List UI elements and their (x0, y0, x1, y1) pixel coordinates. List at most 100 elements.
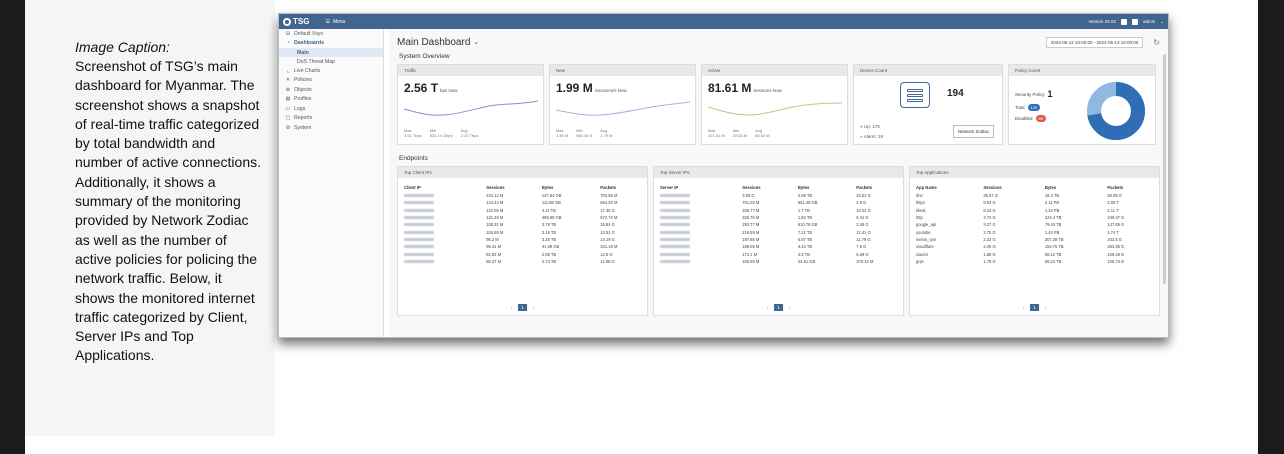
sidebar-item-system[interactable]: ⚙ System (279, 123, 383, 133)
column-header: Client IP (404, 184, 421, 190)
device-alarm-label: Alarm: 19 (863, 134, 883, 139)
table-row[interactable]: xiaomi 1.86 G 69.12 TB 109.48 G (910, 250, 1159, 257)
column-header: Bytes (797, 184, 810, 190)
theme-icon[interactable] (1120, 18, 1127, 25)
sidebar-item-live-charts[interactable]: ⌞ Live Charts (279, 66, 383, 76)
policy-donut-chart (1087, 82, 1145, 140)
table-cell: 96.2 M (486, 236, 499, 242)
current-page[interactable]: 1 (774, 304, 783, 311)
table-row[interactable]: 91.83 M 2.88 TB 12.8 G (398, 250, 647, 257)
table-row[interactable]: 234.12 M 137.84 GB 702.59 M (398, 192, 647, 199)
security-policy-value: 1 (1047, 89, 1053, 99)
prev-page-icon[interactable]: ‹ (510, 304, 513, 311)
table-row[interactable]: https 9.53 G 2.11 PB 2.06 T (910, 199, 1159, 206)
menu-button[interactable]: ☰ Menu (325, 19, 345, 25)
next-page-icon[interactable]: › (1044, 304, 1047, 311)
refresh-icon[interactable]: ↻ (1153, 37, 1160, 47)
stat-label: Max (708, 128, 716, 133)
table-row[interactable]: 172.1 M 3.8 TB 6.69 G (654, 250, 903, 257)
table-row[interactable]: 159.55 M 24.51 GB 370.32 M (654, 258, 903, 265)
version-label: Version 24.02 (1088, 19, 1116, 24)
table-row[interactable]: google_api 3.27 G 79.43 TB 147.85 G (910, 221, 1159, 228)
card-header: Top Server IPs (654, 167, 903, 178)
page-title: Main Dashboard (397, 36, 471, 48)
table-cell: 16.3 TB (1044, 193, 1060, 199)
table-row[interactable]: 96.2 M 3.25 TB 14.19 G (398, 236, 647, 243)
prev-page-icon[interactable]: ‹ (766, 304, 769, 311)
table-row[interactable]: 197.85 M 6.87 TB 11.79 G (654, 236, 903, 243)
column-header: Sessions (983, 184, 1002, 190)
table-cell: 4.11 TB (541, 207, 556, 213)
sidebar-item-logs[interactable]: ▭ Logs (279, 104, 383, 114)
table-row[interactable]: 85.37 M 2.74 TB 11.95 G (398, 258, 647, 265)
table-cell: 343.5 G (1107, 236, 1122, 242)
table-row[interactable]: dns 35.57 G 16.3 TB 80.09 G (910, 192, 1159, 199)
table-row[interactable]: 3.93 G 2.99 TB 23.52 G (654, 192, 903, 199)
column-header: Sessions (742, 184, 761, 190)
table-row[interactable]: tiktok 8.24 G 1.34 PB 2.11 T (910, 207, 1159, 214)
table-row[interactable]: http 3.73 G 224.4 TB 249.37 G (910, 214, 1159, 221)
dashboard-screenshot: TSG ☰ Menu Version 24.02 admin ⌄ ⛁ Default… (278, 13, 1169, 338)
table-row[interactable]: 325.76 M 1.82 TB 6.41 G (654, 214, 903, 221)
sidebar-item-default-vsys[interactable]: ⛁ Default Vsys (279, 29, 383, 39)
prev-page-icon[interactable]: ‹ (1022, 304, 1025, 311)
table-cell: 551.49 GB (797, 200, 818, 206)
next-page-icon[interactable]: › (788, 304, 791, 311)
table-row[interactable]: 216.59 M 7.21 TB 12.41 G (654, 228, 903, 235)
active-number: 81.61 M (708, 81, 752, 95)
redacted-ip (660, 208, 690, 212)
notification-icon[interactable] (1131, 18, 1138, 25)
next-page-icon[interactable]: › (532, 304, 535, 311)
sidebar-subitem-dos-threat-map[interactable]: DoS Threat Map (297, 58, 335, 65)
active-unit: Sessions Now (753, 88, 782, 93)
table-cell (654, 199, 736, 206)
top-bar: TSG ☰ Menu Version 24.02 admin ⌄ (279, 14, 1168, 29)
table-row[interactable]: 701.02 M 551.49 GB 2.9 G (654, 199, 903, 206)
table-row[interactable]: 121.48 M 489.85 GB 672.73 M (398, 214, 647, 221)
scrollbar[interactable] (1163, 54, 1166, 284)
table-row[interactable]: 105.31 M 3.78 TB 15.84 G (398, 221, 647, 228)
table-row[interactable]: 329.77 M 1.7 TB 10.04 G (654, 207, 903, 214)
table-cell: 147.85 G (1107, 222, 1125, 228)
table-cell: 1.82 TB (797, 215, 813, 221)
sidebar-item-reports[interactable]: ▢ Reports (279, 114, 383, 124)
current-page[interactable]: 1 (518, 304, 527, 311)
current-page[interactable]: 1 (1030, 304, 1039, 311)
table-row[interactable]: 293.77 M 610.78 GB 2.49 G (654, 221, 903, 228)
main-content: Main Dashboard ⌄ 2024-05-12 10:00:00 - 2… (389, 29, 1168, 337)
chevron-down-icon[interactable]: ⌄ (473, 39, 480, 46)
sidebar-item-dashboards[interactable]: ◔ Dashboards (279, 39, 383, 49)
user-menu[interactable]: admin (1142, 19, 1156, 24)
table-row[interactable]: 95.41 M 41.69 GB 331.19 M (398, 243, 647, 250)
table-row[interactable]: cloudflare 2.29 G 154.75 TB 283.35 G (910, 243, 1159, 250)
date-range-picker[interactable]: 2024-05-12 10:00:00 - 2024-05-13 10:00:0… (1045, 36, 1144, 48)
table-cell: 3.8 TB (797, 251, 810, 257)
network-zodiac-button[interactable]: Network Zodiac (952, 125, 994, 138)
table-row[interactable]: melon_vpn 2.32 G 207.39 TB 343.5 G (910, 236, 1159, 243)
table-row[interactable]: grpc 1.79 G 59.24 TB 105.73 G (910, 258, 1159, 265)
sidebar-subitem-main[interactable]: Main (279, 48, 383, 57)
disabled-policy-row: Disabled 69 (1015, 115, 1046, 122)
table-cell: 216.59 M (742, 229, 760, 235)
table-cell: 325.76 M (742, 215, 760, 221)
table-row[interactable]: 122.06 M 4.11 TB 17.46 G (398, 207, 647, 214)
sidebar-item-policies[interactable]: ✕ Policies (279, 76, 383, 86)
table-cell: 1.44 PB (1044, 229, 1060, 235)
table-cell: 104.89 M (486, 229, 504, 235)
sidebar-item-profiles[interactable]: ▤ Profiles (279, 95, 383, 105)
table-row[interactable]: 124.44 M 111.88 GB 684.04 M (398, 199, 647, 206)
sidebar-item-objects[interactable]: ⊕ Objects (279, 85, 383, 95)
chevron-down-icon[interactable]: ⌄ (1160, 18, 1164, 24)
total-policy-row: Total 120 (1015, 104, 1041, 111)
table-cell: 15.84 G (600, 222, 615, 228)
logo[interactable]: TSG (283, 17, 309, 26)
table-row[interactable]: 188.05 M 4.42 TB 7.6 G (654, 243, 903, 250)
table-row[interactable]: youtube 2.75 G 1.44 PB 1.74 T (910, 228, 1159, 235)
table-cell: 109.48 G (1107, 251, 1125, 257)
security-policy-row: Security Policy 1 (1015, 89, 1053, 99)
redacted-ip (404, 216, 434, 220)
redacted-ip (404, 237, 434, 241)
table-row[interactable]: 104.89 M 3.16 TB 13.51 G (398, 228, 647, 235)
